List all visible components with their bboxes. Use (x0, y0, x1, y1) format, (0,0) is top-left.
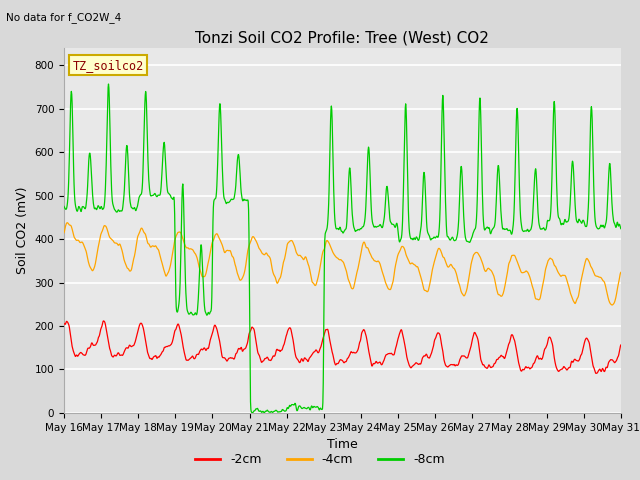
Y-axis label: Soil CO2 (mV): Soil CO2 (mV) (16, 187, 29, 274)
Title: Tonzi Soil CO2 Profile: Tree (West) CO2: Tonzi Soil CO2 Profile: Tree (West) CO2 (195, 30, 490, 46)
Legend: -2cm, -4cm, -8cm: -2cm, -4cm, -8cm (190, 448, 450, 471)
Text: No data for f_CO2W_4: No data for f_CO2W_4 (6, 12, 122, 23)
X-axis label: Time: Time (327, 438, 358, 451)
Text: TZ_soilco2: TZ_soilco2 (72, 59, 143, 72)
